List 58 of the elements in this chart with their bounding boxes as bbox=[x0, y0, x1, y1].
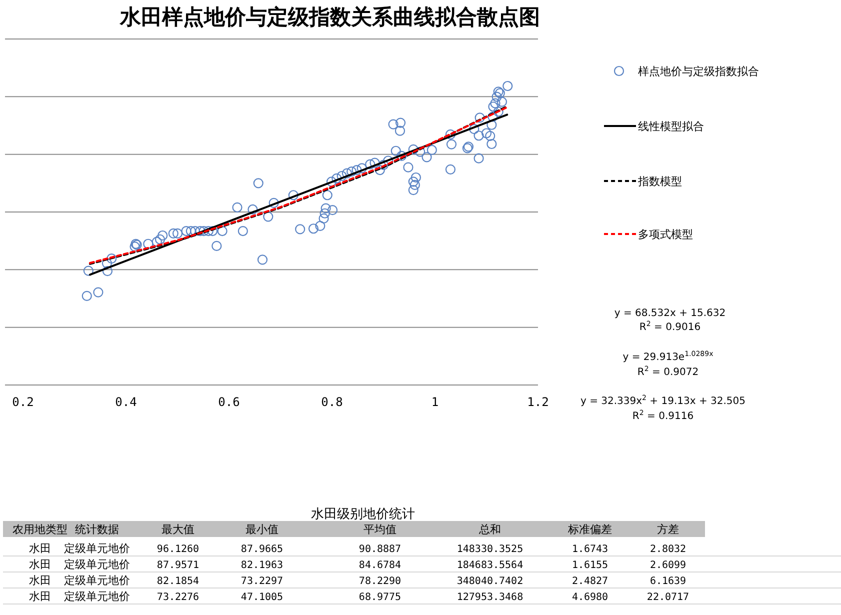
text: 定级单元地价 bbox=[64, 590, 130, 603]
text: 82.1854 bbox=[156, 576, 200, 587]
text: 6.1639 bbox=[650, 576, 686, 587]
legend-label: 线性模型拟合 bbox=[638, 120, 704, 133]
x-tick-label: 0.4 bbox=[115, 395, 137, 409]
text: 2.4827 bbox=[572, 576, 608, 587]
text: 96.1260 bbox=[156, 544, 200, 555]
text: y = 29.913e$^{1.0289x}$ bbox=[622, 350, 714, 363]
text: 标准偏差 bbox=[567, 523, 612, 536]
text: 定级单元地价 bbox=[64, 558, 130, 571]
text: R$^{2}$ = 0.9016 bbox=[639, 320, 701, 333]
text: 统计数据 bbox=[75, 523, 119, 536]
text: 184683.5564 bbox=[456, 560, 524, 571]
text: 22.0717 bbox=[646, 592, 690, 603]
text: 水田 bbox=[29, 574, 51, 587]
text: 定级单元地价 bbox=[64, 542, 130, 555]
legend-label: 多项式模型 bbox=[638, 228, 693, 241]
text: 348040.7402 bbox=[456, 576, 524, 587]
text: 平均值 bbox=[364, 523, 396, 536]
x-tick-label: 0.2 bbox=[12, 395, 34, 409]
x-tick-label: 0.8 bbox=[321, 395, 343, 409]
text: 水田级别地价统计 bbox=[311, 507, 415, 522]
legend-label: 样点地价与定级指数拟合 bbox=[638, 65, 759, 78]
text: 定级单元地价 bbox=[64, 574, 130, 587]
text: R$^{2}$ = 0.9072 bbox=[637, 365, 699, 378]
text: 87.9571 bbox=[156, 560, 200, 571]
text: 82.1963 bbox=[240, 560, 284, 571]
text: y = 68.532x + 15.632 bbox=[614, 308, 726, 319]
text: 4.6980 bbox=[572, 592, 608, 603]
text: 73.2297 bbox=[240, 576, 284, 587]
x-tick-label: 1.2 bbox=[527, 395, 549, 409]
text: 农用地类型 bbox=[12, 523, 68, 536]
text: 2.6099 bbox=[650, 560, 686, 571]
text: y = 32.339x$^{2}$ + 19.13x + 32.505 bbox=[580, 394, 746, 407]
text: R$^{2}$ = 0.9116 bbox=[632, 409, 694, 422]
text: 1.6743 bbox=[572, 544, 608, 555]
text: 73.2276 bbox=[156, 592, 200, 603]
text: 87.9665 bbox=[240, 544, 284, 555]
text: 方差 bbox=[657, 523, 679, 536]
text: 1.6155 bbox=[572, 560, 608, 571]
text: 2.8032 bbox=[650, 544, 686, 555]
legend-label: 指数模型 bbox=[637, 175, 682, 188]
x-tick-label: 1 bbox=[431, 395, 439, 409]
text: 总和 bbox=[478, 523, 501, 536]
text: 水田 bbox=[29, 558, 51, 571]
text: 127953.3468 bbox=[456, 592, 524, 603]
text: 90.8887 bbox=[358, 544, 402, 555]
text: 84.6784 bbox=[358, 560, 402, 571]
text: 水田 bbox=[29, 542, 51, 555]
text: 68.9775 bbox=[358, 592, 402, 603]
text: 最小值 bbox=[246, 523, 278, 536]
text: 148330.3525 bbox=[456, 544, 524, 555]
chart-title: 水田样点地价与定级指数关系曲线拟合散点图 bbox=[119, 5, 540, 29]
text: 最大值 bbox=[162, 523, 194, 536]
text: 78.2290 bbox=[358, 576, 402, 587]
text: 水田 bbox=[29, 590, 51, 603]
text: 47.1005 bbox=[240, 592, 284, 603]
x-tick-label: 0.6 bbox=[218, 395, 240, 409]
